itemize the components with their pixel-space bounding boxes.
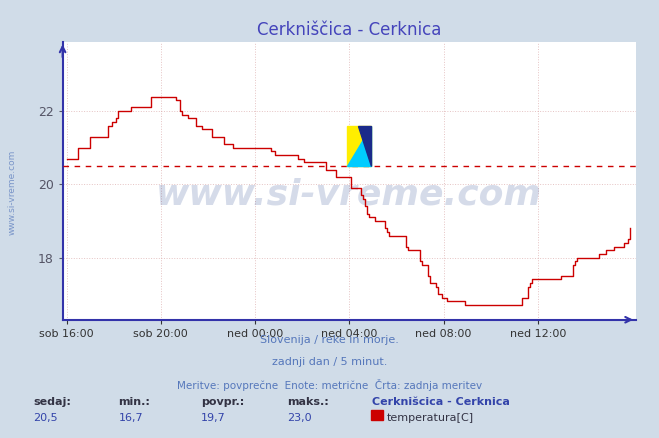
Bar [347, 126, 371, 166]
Text: Meritve: povprečne  Enote: metrične  Črta: zadnja meritev: Meritve: povprečne Enote: metrične Črta:… [177, 379, 482, 391]
Text: 23,0: 23,0 [287, 413, 311, 424]
Text: www.si-vreme.com: www.si-vreme.com [8, 150, 17, 235]
Text: maks.:: maks.: [287, 397, 328, 407]
Polygon shape [358, 126, 371, 166]
Title: Cerkniščica - Cerknica: Cerkniščica - Cerknica [257, 21, 442, 39]
Text: povpr.:: povpr.: [201, 397, 244, 407]
Text: Cerknišcica - Cerknica: Cerknišcica - Cerknica [372, 397, 510, 407]
Text: 16,7: 16,7 [119, 413, 143, 424]
Text: 20,5: 20,5 [33, 413, 57, 424]
Text: sedaj:: sedaj: [33, 397, 71, 407]
Text: Slovenija / reke in morje.: Slovenija / reke in morje. [260, 335, 399, 345]
Text: 19,7: 19,7 [201, 413, 226, 424]
Text: min.:: min.: [119, 397, 150, 407]
Text: zadnji dan / 5 minut.: zadnji dan / 5 minut. [272, 357, 387, 367]
Text: www.si-vreme.com: www.si-vreme.com [156, 177, 542, 212]
Text: temperatura[C]: temperatura[C] [387, 413, 474, 424]
Polygon shape [347, 126, 371, 166]
